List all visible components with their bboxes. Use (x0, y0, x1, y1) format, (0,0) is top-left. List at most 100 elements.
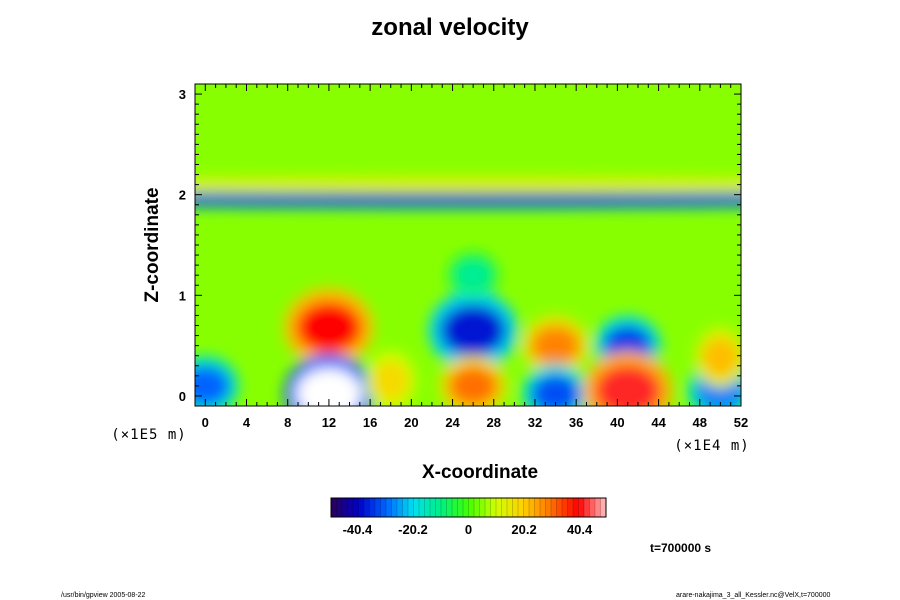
colorbar-cell (413, 498, 420, 517)
colorbar-cell (457, 498, 464, 517)
x-tick-label-36: 36 (569, 415, 583, 430)
colorbar-ticks: -40.4 -20.2 0 20.2 40.4 (343, 522, 593, 537)
colorbar-cell (578, 498, 585, 517)
colorbar-cell (501, 498, 508, 517)
feature-core-4 (530, 325, 581, 366)
y-tick-label-2: 2 (179, 188, 186, 203)
feature-core-10 (701, 337, 739, 378)
colorbar-cell (540, 498, 546, 517)
colorbar-cell (534, 498, 541, 517)
colorbar-cell (507, 498, 513, 517)
feature-core-0 (295, 301, 362, 354)
colorbar-cell (584, 498, 590, 517)
x-tick-label-52: 52 (734, 415, 748, 430)
colorbar-cell (468, 498, 475, 517)
colorbar-cell (600, 498, 607, 517)
x-tick-label-8: 8 (284, 415, 291, 430)
colorbar-tick-label-0: -40.4 (343, 522, 373, 537)
colorbar-tick-label-4: 40.4 (567, 522, 593, 537)
colorbar-cell (479, 498, 486, 517)
x-axis-title: X-coordinate (422, 462, 538, 483)
colorbar-cell (342, 498, 348, 517)
feature-core-7 (594, 364, 661, 406)
colorbar-cell (562, 498, 568, 517)
colorbar-cell (402, 498, 409, 517)
colorbar-tick-label-3: 20.2 (511, 522, 536, 537)
chart-title: zonal velocity (371, 14, 529, 41)
footer-right: arare-nakajima_3_all_Kessler.nc@VelX,t=7… (676, 592, 831, 599)
colorbar-cell (518, 498, 524, 517)
colorbar-cell (441, 498, 447, 517)
feature-core-2 (440, 304, 507, 357)
colorbar-cell (523, 498, 530, 517)
y-scale-note: (×1E5 m) (111, 427, 186, 443)
colorbar-cell (397, 498, 403, 517)
colorbar-cell (573, 498, 579, 517)
colorbar-cell (435, 498, 442, 517)
x-tick-label-20: 20 (404, 415, 418, 430)
colorbar-cell (485, 498, 491, 517)
colorbar-cell (556, 498, 563, 517)
colorbar-cell (446, 498, 453, 517)
colorbar-cell (463, 498, 469, 517)
colorbar-frame (330, 497, 607, 518)
y-axis-title: Z-coordinate (142, 187, 163, 302)
time-label: t=700000 s (650, 541, 712, 555)
field-features (195, 175, 741, 406)
colorbar-cell (336, 498, 343, 517)
colorbar-cell (452, 498, 458, 517)
colorbar-cell (512, 498, 519, 517)
x-tick-label-24: 24 (445, 415, 460, 430)
feature-core-1 (295, 367, 362, 406)
colorbar-cell (386, 498, 392, 517)
x-tick-label-40: 40 (610, 415, 624, 430)
x-scale-note: (×1E4 m) (674, 438, 749, 454)
colorbar-cell (430, 498, 436, 517)
x-tick-label-12: 12 (322, 415, 336, 430)
colorbar-cell (490, 498, 497, 517)
colorbar-cell (331, 498, 337, 517)
colorbar-cell (358, 498, 365, 517)
colorbar-cell (529, 498, 535, 517)
x-tick-label-44: 44 (651, 415, 666, 430)
y-axis: 0 1 2 3 (179, 83, 741, 404)
feature-core-14 (454, 260, 492, 291)
colorbar-cell (364, 498, 370, 517)
colorbar-cell (595, 498, 601, 517)
colorbar-cell (347, 498, 354, 517)
colorbar-cell (474, 498, 480, 517)
feature-core-5 (530, 373, 581, 406)
colorbar-cell (353, 498, 359, 517)
colorbar-tick-label-1: -20.2 (398, 522, 428, 537)
x-tick-label-32: 32 (528, 415, 542, 430)
feature-core-3 (448, 365, 498, 406)
feature-core-8 (195, 365, 231, 406)
colorbar-cell (419, 498, 425, 517)
heatmap-field (195, 84, 741, 406)
x-tick-label-4: 4 (243, 415, 251, 430)
colorbar-cell (408, 498, 414, 517)
feature-core-11 (372, 360, 410, 401)
feature-core-13 (195, 178, 741, 191)
x-tick-label-48: 48 (693, 415, 707, 430)
colorbar-cell (551, 498, 557, 517)
x-tick-label-0: 0 (202, 415, 209, 430)
colorbar-cell (589, 498, 596, 517)
y-tick-label-0: 0 (179, 389, 186, 404)
feature-core-12 (195, 193, 741, 206)
colorbar-cell (391, 498, 398, 517)
colorbar-tick-label-2: 0 (465, 522, 472, 537)
colorbar-cell (496, 498, 502, 517)
colorbar-cell (375, 498, 381, 517)
colorbar-cell (369, 498, 376, 517)
x-tick-label-16: 16 (363, 415, 377, 430)
colorbar (330, 497, 607, 518)
colorbar-cell (380, 498, 387, 517)
colorbar-cell (567, 498, 574, 517)
x-axis: 0 4 8 12 16 20 24 28 32 36 40 44 48 52 (202, 84, 748, 430)
x-tick-label-28: 28 (487, 415, 501, 430)
footer-left: /usr/bin/gpview 2005-08-22 (61, 592, 146, 599)
colorbar-cell (545, 498, 552, 517)
y-tick-label-1: 1 (179, 288, 186, 303)
